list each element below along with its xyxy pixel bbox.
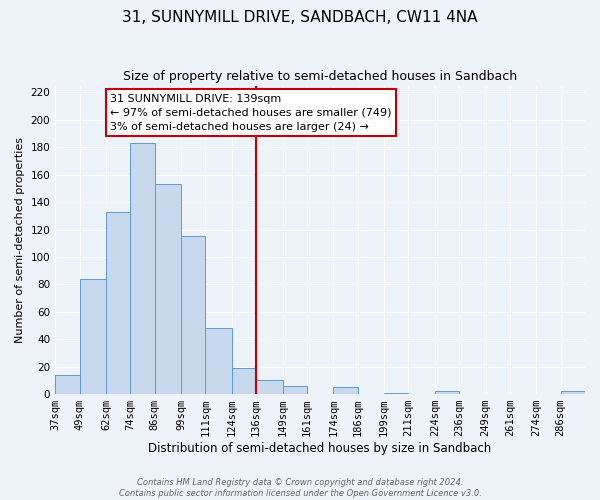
- Bar: [333, 387, 358, 394]
- Y-axis label: Number of semi-detached properties: Number of semi-detached properties: [15, 137, 25, 343]
- Title: Size of property relative to semi-detached houses in Sandbach: Size of property relative to semi-detach…: [123, 70, 517, 83]
- Text: 31 SUNNYMILL DRIVE: 139sqm
← 97% of semi-detached houses are smaller (749)
3% of: 31 SUNNYMILL DRIVE: 139sqm ← 97% of semi…: [110, 94, 391, 132]
- Bar: [435, 392, 459, 394]
- Bar: [256, 380, 283, 394]
- Bar: [283, 386, 307, 394]
- Bar: [80, 279, 106, 394]
- Text: Contains HM Land Registry data © Crown copyright and database right 2024.
Contai: Contains HM Land Registry data © Crown c…: [119, 478, 481, 498]
- Text: 31, SUNNYMILL DRIVE, SANDBACH, CW11 4NA: 31, SUNNYMILL DRIVE, SANDBACH, CW11 4NA: [122, 10, 478, 25]
- X-axis label: Distribution of semi-detached houses by size in Sandbach: Distribution of semi-detached houses by …: [148, 442, 492, 455]
- Bar: [560, 392, 585, 394]
- Bar: [384, 392, 409, 394]
- Bar: [181, 236, 205, 394]
- Bar: [232, 368, 256, 394]
- Bar: [205, 328, 232, 394]
- Bar: [155, 184, 181, 394]
- Bar: [106, 212, 130, 394]
- Bar: [130, 143, 155, 394]
- Bar: [55, 375, 80, 394]
